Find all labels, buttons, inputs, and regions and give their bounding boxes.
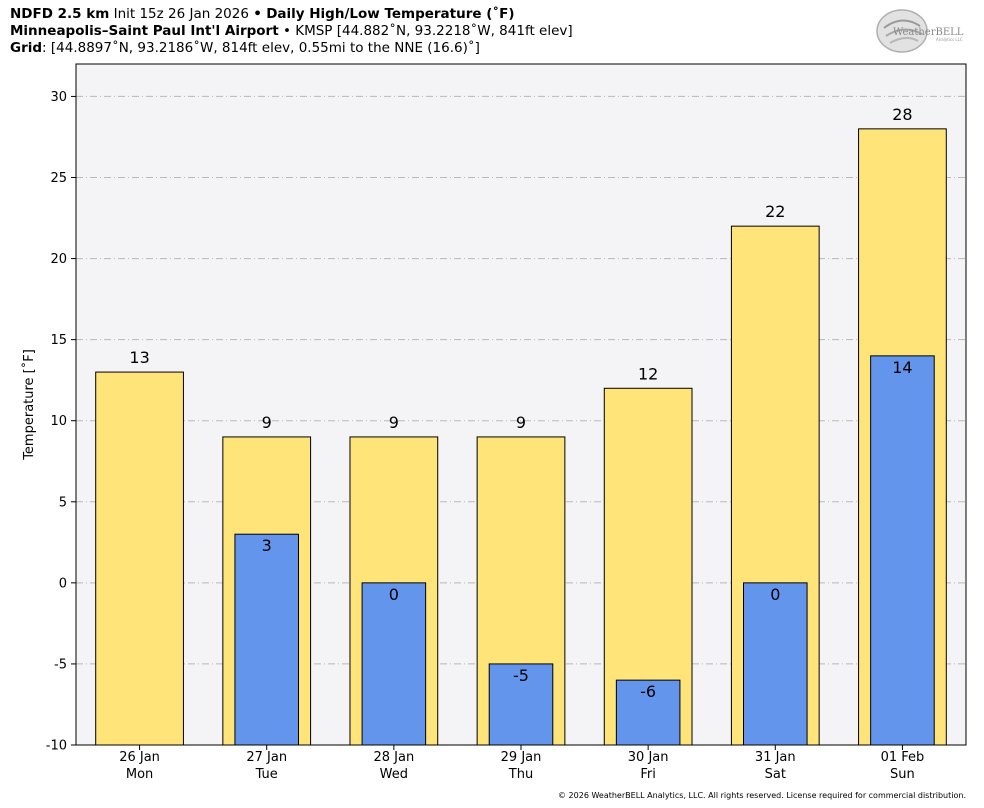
low-value-label: -6 [640,682,656,701]
station-name: Minneapolis–Saint Paul Int'l Airport [10,23,279,39]
x-tick-day: Sun [890,767,915,782]
high-value-label: 28 [892,105,912,124]
y-tick-label: 30 [50,90,67,105]
x-tick-date: 28 Jan [373,750,414,765]
low-value-label: -5 [513,666,529,685]
y-tick-label: 25 [50,171,67,186]
station-info: KMSP [44.882˚N, 93.2218˚W, 841ft elev] [295,23,573,39]
grid-line: Grid: [44.8897˚N, 93.2186˚W, 814ft elev,… [10,40,480,57]
x-tick-date: 01 Feb [881,750,925,765]
low-value-label: 3 [262,536,272,555]
high-value-label: 9 [262,413,272,432]
x-tick-day: Thu [508,767,533,782]
y-tick-label: 5 [59,495,67,510]
low-value-label: 0 [389,585,399,604]
title-bullet: • [253,6,262,22]
title-line: NDFD 2.5 km Init 15z 26 Jan 2026 • Daily… [10,6,515,23]
high-bar [95,371,184,746]
y-tick-label: -10 [46,739,67,754]
x-tick-date: 27 Jan [246,750,287,765]
logo-subtext: Analytics LLC [936,37,963,42]
high-value-label: 13 [129,348,149,367]
x-tick-day: Wed [380,767,408,782]
station-line: Minneapolis–Saint Paul Int'l Airport • K… [10,23,573,40]
x-tick-day: Fri [640,767,656,782]
low-value-label: 0 [770,585,780,604]
logo-text: WeatherBELL [893,27,964,38]
low-bar [361,582,427,746]
low-bar [743,582,808,746]
x-tick-date: 29 Jan [501,750,542,765]
low-bar [870,355,935,746]
grid-label: Grid [10,40,43,56]
high-value-label: 9 [389,413,399,432]
x-tick-day: Tue [255,767,278,782]
x-tick-date: 31 Jan [755,750,796,765]
init-time: Init 15z 26 Jan 2026 [113,6,249,22]
y-tick-label: 20 [50,252,67,267]
y-tick-label: 15 [50,333,67,348]
x-tick-date: 26 Jan [119,750,160,765]
grid-info: : [44.8897˚N, 93.2186˚W, 814ft elev, 0.5… [42,40,480,56]
high-value-label: 9 [516,413,526,432]
y-tick-label: 0 [59,576,67,591]
low-value-label: 14 [892,358,912,377]
y-tick-label: -5 [54,657,67,672]
model-name: NDFD 2.5 km [10,6,110,22]
x-tick-day: Mon [126,767,153,782]
y-axis-label: Temperature [˚F] [21,349,37,461]
low-bar [488,663,554,746]
high-value-label: 12 [638,364,658,383]
x-tick-date: 30 Jan [628,750,669,765]
copyright-notice: © 2026 WeatherBELL Analytics, LLC. All r… [558,791,966,800]
y-tick-label: 10 [50,414,67,429]
weatherbell-logo: WeatherBELL Analytics LLC [876,9,964,53]
low-bar [234,533,300,746]
high-value-label: 22 [765,202,785,221]
product-title: Daily High/Low Temperature (˚F) [266,6,515,22]
station-bullet: • [282,23,291,39]
x-tick-day: Sat [765,767,786,782]
